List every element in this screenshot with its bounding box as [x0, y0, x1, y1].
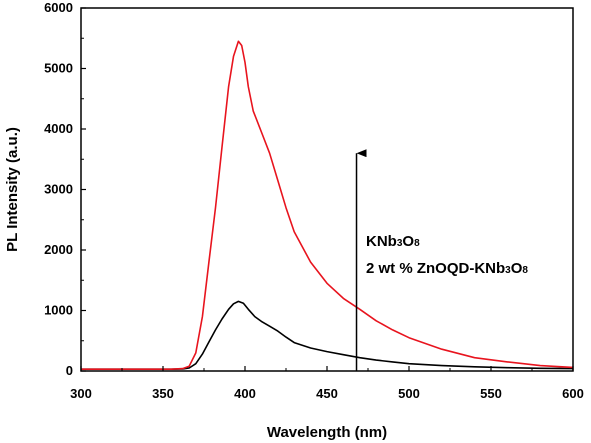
y-tick-label: 0 — [66, 363, 73, 378]
x-tick-label: 550 — [480, 386, 502, 401]
y-tick-label: 1000 — [44, 303, 73, 318]
plot-frame — [80, 7, 574, 372]
series-line-2 — [81, 40, 574, 370]
y-tick-label: 3000 — [44, 182, 73, 197]
y-axis-title: PL Intensity (a.u.) — [4, 127, 21, 252]
x-axis-title: Wavelength (nm) — [267, 424, 387, 441]
y-tick-label: 2000 — [44, 242, 73, 257]
y-tick-label: 4000 — [44, 121, 73, 136]
annotation-line-2: 2 wt % ZnOQD-KNb3O8 — [366, 260, 528, 277]
y-tick-label: 6000 — [44, 0, 73, 15]
x-tick-label: 350 — [152, 386, 174, 401]
x-tick-label: 600 — [562, 386, 584, 401]
annotation-text: KNb3O8 2 wt % ZnOQD-KNb3O8 — [366, 233, 528, 277]
x-axis-ticks: 300 350 400 450 500 550 600 — [70, 366, 584, 401]
y-axis-ticks: 0 1000 2000 3000 4000 5000 6000 — [44, 0, 86, 378]
x-tick-label: 300 — [70, 386, 92, 401]
x-tick-label: 450 — [316, 386, 338, 401]
x-tick-label: 400 — [234, 386, 256, 401]
x-tick-label: 500 — [398, 386, 420, 401]
plot-lines — [81, 40, 574, 370]
annotation-line-1: KNb3O8 — [366, 233, 420, 250]
y-tick-label: 5000 — [44, 61, 73, 76]
series-line-1 — [81, 300, 574, 370]
